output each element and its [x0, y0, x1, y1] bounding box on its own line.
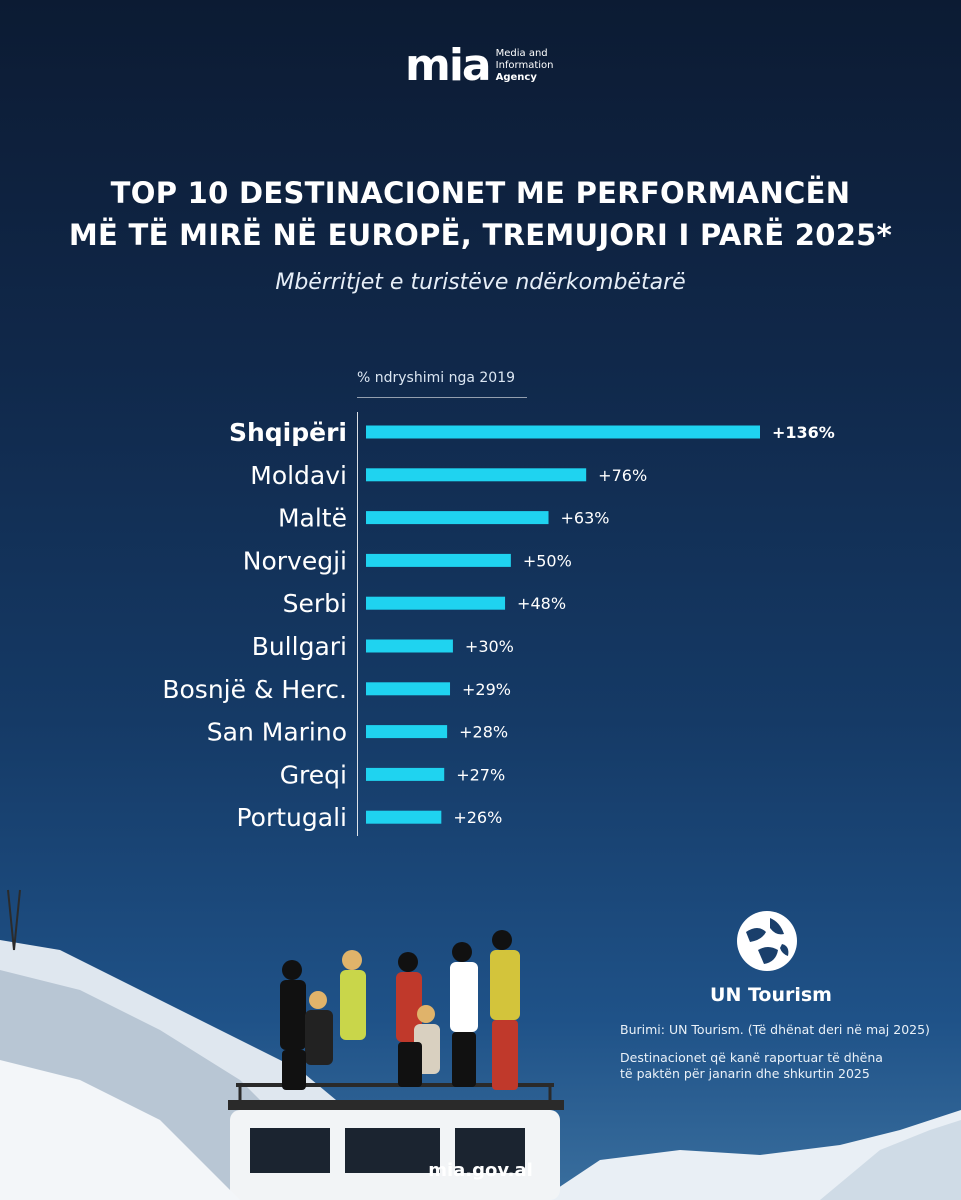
category-label: Shqipëri — [229, 418, 347, 447]
value-label: +48% — [517, 594, 566, 613]
mia-logo-text: Media and Information Agency — [496, 48, 554, 84]
chart-subtitle: Mbërritjet e turistëve ndërkombëtarë — [275, 270, 686, 295]
value-label: +50% — [523, 551, 572, 570]
category-label: San Marino — [207, 718, 347, 747]
logo-line-1: Media and — [495, 48, 548, 59]
value-label: +28% — [459, 723, 508, 742]
value-label: +30% — [465, 637, 514, 656]
mia-logo: mia Media and Information Agency — [405, 44, 554, 88]
un-tourism-logo-icon — [737, 911, 797, 971]
category-label: Greqi — [280, 760, 347, 789]
value-label: +136% — [772, 423, 835, 442]
bar — [366, 767, 445, 781]
footnote-line-1: Destinacionet që kanë raportuar të dhëna — [620, 1050, 883, 1065]
mia-logo-mark: mia — [405, 40, 492, 91]
value-label: +63% — [561, 509, 610, 528]
bar — [366, 511, 549, 525]
category-label: Moldavi — [250, 461, 347, 490]
bar — [366, 468, 587, 482]
category-label: Serbi — [283, 589, 347, 618]
chart-title: TOP 10 DESTINACIONET ME PERFORMANCËN MË … — [0, 172, 961, 256]
category-label: Portugali — [237, 803, 348, 832]
title-line-2: MË TË MIRË NË EUROPË, TREMUJORI I PARË 2… — [68, 218, 893, 252]
source-note: Burimi: UN Tourism. (Të dhënat deri në m… — [620, 1022, 930, 1037]
value-label: +26% — [453, 808, 502, 827]
bar — [366, 425, 760, 439]
value-label: +76% — [598, 466, 647, 485]
logo-line-3: Agency — [495, 72, 537, 83]
category-label: Bosnjë & Herc. — [162, 675, 347, 704]
bar-chart: Shqipëri +136% Moldavi +76% Maltë +63% Norvegj… — [162, 418, 835, 832]
axis-label: % ndryshimi nga 2019 — [357, 370, 516, 386]
tourists-photo — [0, 889, 961, 1200]
category-label: Maltë — [278, 504, 347, 533]
bar — [366, 596, 506, 610]
category-axis-line — [357, 412, 358, 836]
un-tourism-name: UN Tourism — [710, 984, 832, 1006]
footnote: Destinacionet që kanë raportuar të dhëna… — [620, 1050, 940, 1082]
footnote-line-2: të paktën për janarin dhe shkurtin 2025 — [620, 1066, 870, 1081]
category-label: Norvegji — [243, 546, 347, 575]
title-line-1: TOP 10 DESTINACIONET ME PERFORMANCËN — [110, 176, 851, 210]
bar — [366, 682, 451, 696]
logo-line-2: Information — [495, 60, 554, 71]
bar — [366, 810, 442, 824]
axis-label-underline — [357, 397, 527, 398]
value-label: +29% — [462, 680, 511, 699]
bar — [366, 639, 453, 653]
category-label: Bullgari — [252, 632, 347, 661]
value-label: +27% — [456, 765, 505, 784]
bar — [366, 725, 448, 739]
bar — [366, 553, 511, 567]
website-url[interactable]: mia.gov.al — [428, 1160, 533, 1181]
